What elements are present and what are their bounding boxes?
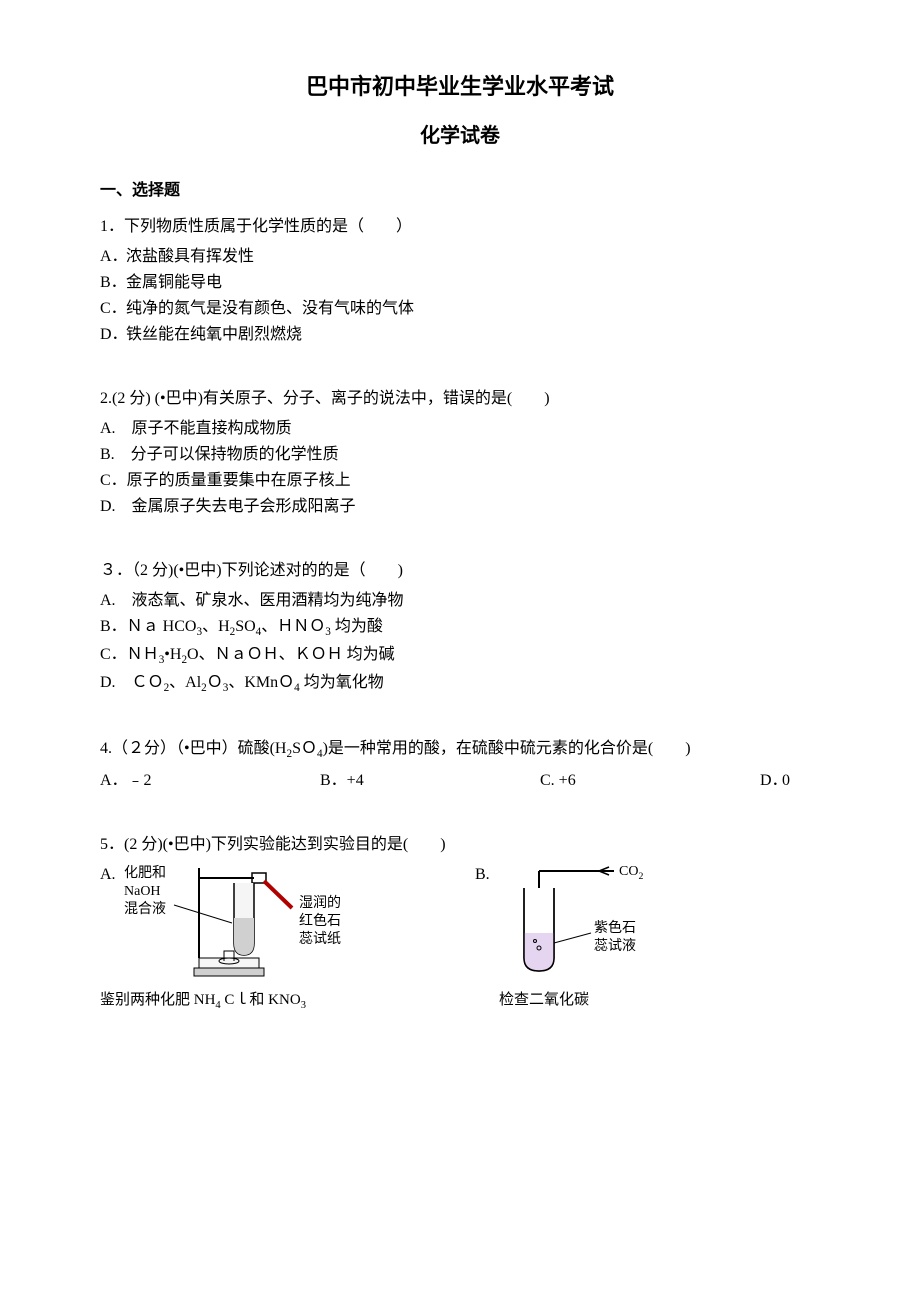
question-4: 4.（２分）（•巴中）硫酸(H2SＯ4)是一种常用的酸，在硫酸中硫元素的化合价是… <box>100 737 820 793</box>
q1-stem: 1．下列物质性质属于化学性质的是（ ） <box>100 215 820 239</box>
q3-option-d: D. ＣＯ2、Al2Ｏ3、KMnＯ4 均为氧化物 <box>100 671 820 697</box>
text-fragment: SＯ <box>292 740 317 757</box>
q5a-label2-line3: 蕊试纸 <box>299 929 341 950</box>
text-fragment: Ｏ <box>207 674 223 691</box>
q2-option-d: D. 金属原子失去电子会形成阳离子 <box>100 495 820 519</box>
text-fragment: 、H <box>202 618 230 635</box>
text-fragment: 、ＨＮＯ <box>261 618 325 635</box>
subscript: 2 <box>638 871 643 882</box>
q5b-label-line2: 蕊试液 <box>594 936 636 957</box>
text-fragment: 4.（２分）（•巴中）硫酸(H <box>100 740 287 757</box>
q3-option-c: C．ＮＨ3•H2O、ＮａＯＨ、ＫＯＨ 均为碱 <box>100 643 820 669</box>
question-5: 5．(2 分)(•巴中)下列实验能达到实验目的是( ) A. 化肥和 NaOH … <box>100 833 820 1014</box>
q5b-figure: CO2 紫色石 蕊试液 <box>499 863 719 983</box>
option-text: 0 <box>782 769 790 793</box>
text-fragment: O、ＮａＯＨ、ＫＯＨ 均为碱 <box>187 646 395 663</box>
option-text: 铁丝能在纯氧中剧烈燃烧 <box>126 323 302 347</box>
text-fragment: B．Ｎａ HCO <box>100 618 196 635</box>
text-fragment: D. ＣＯ <box>100 674 164 691</box>
text-fragment: •H <box>164 646 181 663</box>
option-text: 纯净的氮气是没有颜色、没有气味的气体 <box>126 297 414 321</box>
section-1-header: 一、选择题 <box>100 179 820 203</box>
q4-option-b: B．+4 <box>320 769 540 793</box>
option-letter: B. <box>475 863 499 887</box>
q3-option-a: A. 液态氧、矿泉水、医用酒精均为纯净物 <box>100 589 820 613</box>
q5-option-a: A. 化肥和 NaOH 混合液 湿润的 红色石 蕊试纸 <box>100 863 445 1014</box>
text-fragment: Cｌ和 KNO <box>221 992 301 1008</box>
question-3: ３．（2 分)(•巴中)下列论述对的的是（ ) A. 液态氧、矿泉水、医用酒精均… <box>100 559 820 697</box>
subscript: 3 <box>301 1000 306 1011</box>
main-title: 巴中市初中毕业生学业水平考试 <box>100 70 820 103</box>
option-letter: D． <box>760 769 782 793</box>
option-letter: A. <box>100 863 124 887</box>
q5b-co2-label: CO2 <box>619 861 643 884</box>
q4-option-a: A．﹣2 <box>100 769 320 793</box>
text-fragment: C．ＮＨ <box>100 646 159 663</box>
apparatus-icon <box>124 863 404 983</box>
text-fragment: SO <box>235 618 255 635</box>
q4-stem: 4.（２分）（•巴中）硫酸(H2SＯ4)是一种常用的酸，在硫酸中硫元素的化合价是… <box>100 737 820 763</box>
question-1: 1．下列物质性质属于化学性质的是（ ） A． 浓盐酸具有挥发性 B． 金属铜能导… <box>100 215 820 347</box>
text-fragment: 、Al <box>169 674 201 691</box>
q5b-caption: 检查二氧化碳 <box>499 989 820 1012</box>
q5-stem: 5．(2 分)(•巴中)下列实验能达到实验目的是( ) <box>100 833 820 857</box>
q2-option-c: C．原子的质量重要集中在原子核上 <box>100 469 820 493</box>
q4-option-c: C. +6 <box>540 769 760 793</box>
sub-title: 化学试卷 <box>100 121 820 151</box>
q5-option-b: B. CO2 紫色石 蕊试液 <box>475 863 820 1014</box>
q2-stem: 2.(2 分) (•巴中)有关原子、分子、离子的说法中，错误的是( ) <box>100 387 820 411</box>
q2-option-a: A. 原子不能直接构成物质 <box>100 417 820 441</box>
q5a-label-line3: 混合液 <box>124 899 166 920</box>
q1-option-b: B． 金属铜能导电 <box>100 271 820 295</box>
q3-option-b: B．Ｎａ HCO3、H2SO4、ＨＮＯ3 均为酸 <box>100 615 820 641</box>
q3-stem: ３．（2 分)(•巴中)下列论述对的的是（ ) <box>100 559 820 583</box>
text-fragment: 均为酸 <box>331 618 383 635</box>
q5a-figure: 化肥和 NaOH 混合液 湿润的 红色石 蕊试纸 <box>124 863 404 983</box>
text-fragment: 鉴别两种化肥 NH <box>100 992 215 1008</box>
q5a-caption: 鉴别两种化肥 NH4 Cｌ和 KNO3 <box>100 989 445 1014</box>
text-fragment: 均为氧化物 <box>300 674 384 691</box>
q4-option-d: D． 0 <box>760 769 820 793</box>
q1-option-c: C． 纯净的氮气是没有颜色、没有气味的气体 <box>100 297 820 321</box>
q4-options-row: A．﹣2 B．+4 C. +6 D． 0 <box>100 769 820 793</box>
text-fragment: CO <box>619 864 638 879</box>
option-text: 浓盐酸具有挥发性 <box>126 245 254 269</box>
q2-option-b: B. 分子可以保持物质的化学性质 <box>100 443 820 467</box>
option-letter: B． <box>100 271 126 295</box>
option-letter: C． <box>100 297 126 321</box>
option-text: 金属铜能导电 <box>126 271 222 295</box>
text-fragment: 、KMnＯ <box>228 674 294 691</box>
text-fragment: )是一种常用的酸，在硫酸中硫元素的化合价是( ) <box>323 740 691 757</box>
option-letter: D． <box>100 323 126 347</box>
question-2: 2.(2 分) (•巴中)有关原子、分子、离子的说法中，错误的是( ) A. 原… <box>100 387 820 519</box>
option-letter: A． <box>100 245 126 269</box>
q1-option-a: A． 浓盐酸具有挥发性 <box>100 245 820 269</box>
q1-option-d: D． 铁丝能在纯氧中剧烈燃烧 <box>100 323 820 347</box>
